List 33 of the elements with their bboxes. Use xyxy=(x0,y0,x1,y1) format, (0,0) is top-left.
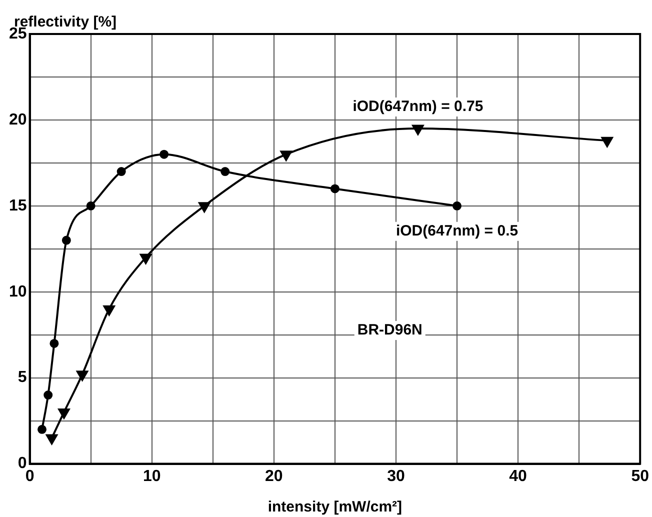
point xyxy=(103,305,115,316)
y-tick-label: 15 xyxy=(9,197,27,214)
point xyxy=(76,370,88,381)
point xyxy=(220,167,230,176)
annotation: BR-D96N xyxy=(357,322,422,339)
x-tick-label: 10 xyxy=(142,468,161,485)
point xyxy=(86,201,96,210)
point xyxy=(58,408,70,419)
point xyxy=(116,167,126,176)
point xyxy=(46,434,58,445)
point xyxy=(330,184,340,194)
point xyxy=(160,150,169,159)
x-tick-label: 30 xyxy=(387,468,405,485)
point xyxy=(50,338,59,348)
y-tick-label: 0 xyxy=(18,455,27,472)
x-tick-label: 20 xyxy=(265,468,283,485)
point xyxy=(44,390,53,400)
x-axis-title: intensity [mW/cm²] xyxy=(268,498,402,516)
x-tick-label: 40 xyxy=(509,468,528,485)
point xyxy=(412,124,424,136)
series-label: iOD(647nm) = 0.5 xyxy=(396,222,518,240)
y-tick-label: 5 xyxy=(18,369,27,386)
point xyxy=(38,424,47,434)
y-tick-label: 20 xyxy=(9,111,27,128)
point xyxy=(452,201,462,210)
point xyxy=(601,136,613,148)
point xyxy=(198,202,210,212)
point xyxy=(280,150,292,161)
series-label: iOD(647nm) = 0.75 xyxy=(352,98,484,116)
y-tick-label: 10 xyxy=(9,283,27,300)
point xyxy=(62,236,71,245)
point xyxy=(140,254,152,264)
x-tick-label: 50 xyxy=(631,468,650,485)
